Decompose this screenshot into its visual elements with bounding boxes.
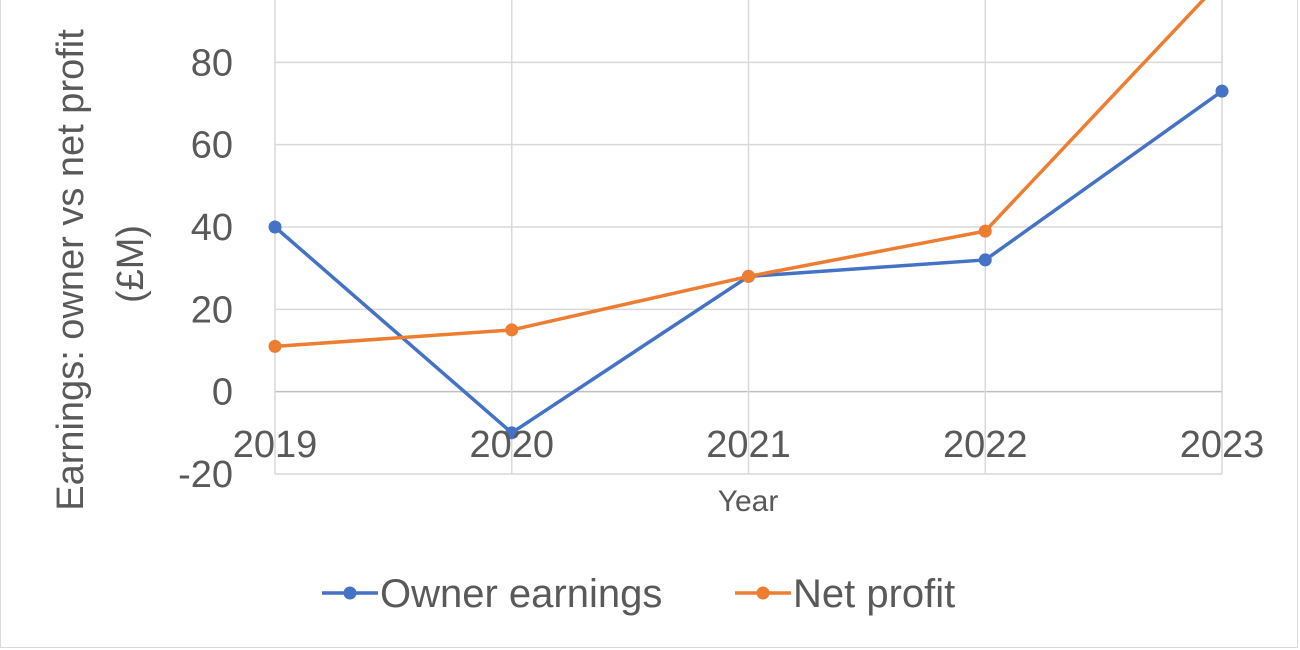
x-axis-title: Year <box>718 485 779 518</box>
x-tick-label: 2021 <box>706 424 791 466</box>
legend-marker <box>756 586 770 600</box>
data-point <box>268 339 282 353</box>
y-tick-label: 20 <box>191 289 233 331</box>
data-point <box>1215 84 1229 98</box>
x-tick-label: 2023 <box>1180 424 1265 466</box>
y-tick-label: 40 <box>191 207 233 249</box>
legend-label: Owner earnings <box>380 572 662 616</box>
y-tick-label: 0 <box>212 372 233 414</box>
legend-label: Net profit <box>793 572 955 616</box>
x-tick-label: 2020 <box>469 424 554 466</box>
gridlines <box>274 0 1223 475</box>
legend-item: Net profit <box>735 572 955 616</box>
x-tick-label: 2019 <box>233 424 318 466</box>
data-point <box>505 323 519 337</box>
data-point <box>978 253 992 267</box>
legend: Owner earnings Net profit <box>322 572 955 616</box>
y-tick-label: -20 <box>178 454 233 496</box>
y-axis-title: Earnings: owner vs net profit <box>50 29 92 511</box>
data-point <box>742 269 755 283</box>
x-tick-labels: 2019 2020 2021 2022 2023 <box>233 424 1265 466</box>
data-point <box>978 224 992 238</box>
y-tick-label: 60 <box>191 125 233 167</box>
series-lines <box>268 0 1229 440</box>
y-axis-title-unit: (£M) <box>110 225 152 303</box>
y-axis-title-line1: Earnings: owner vs net profit <box>50 29 92 511</box>
data-point <box>268 220 282 234</box>
legend-item: Owner earnings <box>322 572 662 616</box>
data-point <box>505 426 519 440</box>
x-tick-label: 2022 <box>943 424 1028 466</box>
y-tick-labels: -20 0 20 40 60 80 <box>178 42 233 496</box>
y-tick-label: 80 <box>191 42 233 84</box>
legend-marker <box>343 586 357 600</box>
